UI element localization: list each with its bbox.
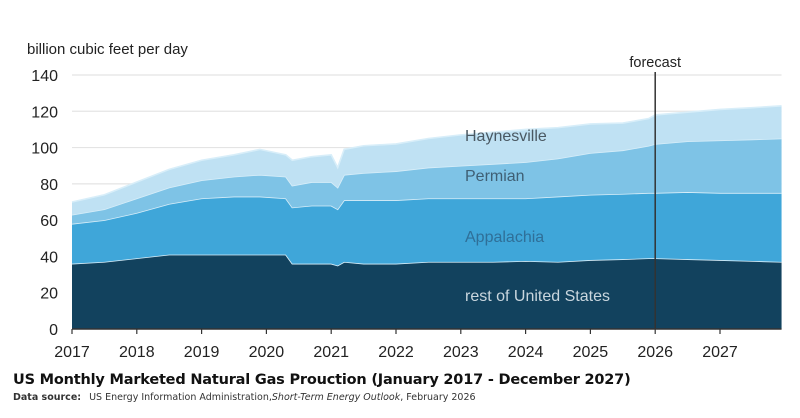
series-label-haynesville: Haynesville	[465, 128, 547, 145]
series-label-permian: Permian	[465, 168, 525, 185]
x-tick-label: 2024	[508, 344, 544, 361]
forecast-label: forecast	[629, 55, 681, 71]
y-tick-label: 140	[31, 68, 58, 85]
series-label-rest-of-us: rest of United States	[465, 288, 610, 305]
stacked-area-chart: 0 20 40 60 80 100 120 140 2017 2018 2019 2020 2021 20…	[27, 41, 782, 361]
area-series	[71, 105, 782, 329]
data-source-publication: Short-Term Energy Outlook	[271, 392, 401, 403]
y-tick-label: 80	[40, 177, 58, 194]
area-permian	[72, 138, 782, 224]
area-appalachia	[72, 192, 782, 266]
y-tick-label: 0	[49, 322, 58, 339]
series-boundary	[71, 105, 782, 203]
x-tick-label: 2023	[443, 344, 479, 361]
data-source-date: , February 2026	[400, 392, 476, 403]
x-tick-label: 2017	[54, 344, 90, 361]
area-rest-of-united-states	[72, 254, 782, 329]
x-tick-label: 2022	[378, 344, 414, 361]
x-tick-label: 2025	[573, 344, 609, 361]
y-tick-label: 120	[31, 104, 58, 121]
x-tick-label: 2027	[702, 344, 738, 361]
area-haynesville	[72, 105, 782, 215]
y-tick-label: 60	[40, 213, 58, 230]
x-tick-label: 2020	[249, 344, 285, 361]
data-source-text: US Energy Information Administration,	[89, 392, 272, 403]
x-tick-label: 2018	[119, 344, 155, 361]
x-tick-label: 2021	[313, 344, 349, 361]
y-tick-label: 20	[40, 286, 58, 303]
data-source-label: Data source:	[13, 392, 82, 403]
y-tick-label: 100	[31, 141, 58, 158]
x-tick-label: 2019	[184, 344, 220, 361]
data-source-line: Data source: US Energy Information Admini…	[13, 392, 476, 403]
series-label-appalachia: Appalachia	[465, 229, 544, 246]
axes: 0 20 40 60 80 100 120 140 2017 2018 2019 2020 2021 20…	[31, 68, 782, 361]
y-tick-label: 40	[40, 249, 58, 266]
x-tick-label: 2026	[637, 344, 673, 361]
y-axis-title: billion cubic feet per day	[27, 41, 188, 58]
chart-caption-title: US Monthly Marketed Natural Gas Prouctio…	[13, 372, 631, 388]
